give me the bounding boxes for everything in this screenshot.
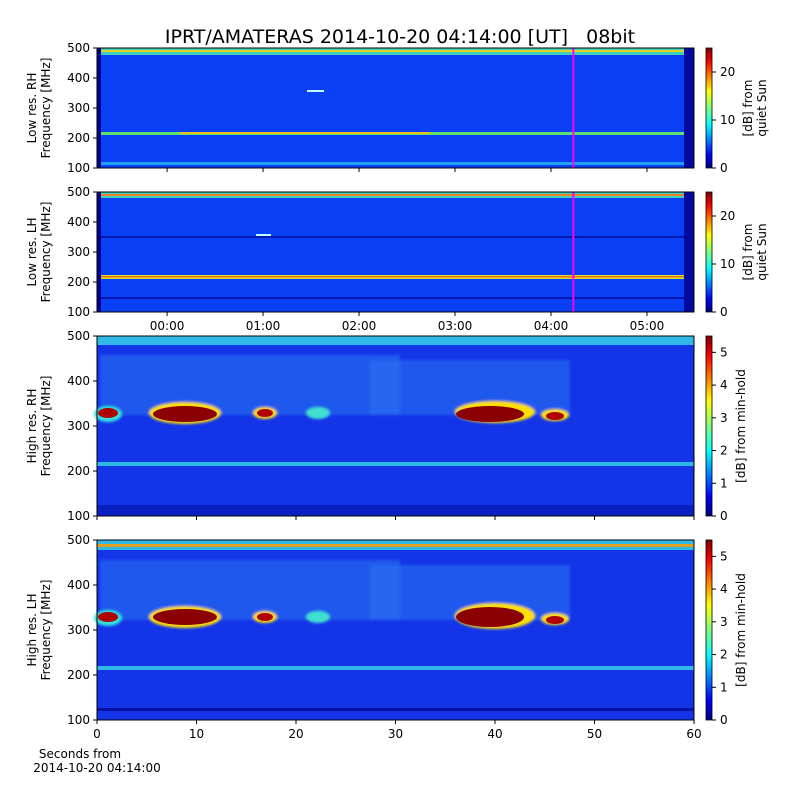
x-tick-label: 01:00 <box>246 319 281 333</box>
colorbar <box>705 335 713 517</box>
colorbar-tick-label: 0 <box>720 713 728 727</box>
colorbar-label: [dB] from min-hold <box>734 369 748 483</box>
colorbar-tick-label: 1 <box>720 476 728 490</box>
colorbar-tick-label: 3 <box>720 615 728 629</box>
x-tick-label: 40 <box>487 727 502 741</box>
y-axis-label: Low res. LH <box>25 217 39 286</box>
colorbar <box>705 539 713 721</box>
colorbar-tick-label: 4 <box>720 582 728 596</box>
colorbar-tick-label: 3 <box>720 411 728 425</box>
figure-title: IPRT/AMATERAS 2014-10-20 04:14:00 [UT] 0… <box>165 26 635 48</box>
colorbar-tick-label: 20 <box>720 209 735 223</box>
colorbar-label: [dB] from <box>741 224 755 281</box>
y-tick-label: 400 <box>67 578 90 592</box>
x-tick-label: 04:00 <box>534 319 569 333</box>
y-tick-label: 100 <box>67 305 90 319</box>
x-tick-label: 05:00 <box>630 319 665 333</box>
y-axis-label: Low res. RH <box>25 73 39 144</box>
colorbar-tick-label: 20 <box>720 65 735 79</box>
x-tick-label: 30 <box>388 727 403 741</box>
colorbar-tick-label: 5 <box>720 549 728 563</box>
x-axis-label: Seconds from <box>39 747 121 761</box>
x-tick-label: 20 <box>288 727 303 741</box>
y-tick-label: 100 <box>67 161 90 175</box>
colorbar-tick-label: 4 <box>720 378 728 392</box>
colorbar-tick-label: 10 <box>720 257 735 271</box>
colorbar <box>705 47 713 169</box>
x-tick-label: 60 <box>686 727 701 741</box>
y-tick-label: 100 <box>67 509 90 523</box>
colorbar-tick-label: 0 <box>720 161 728 175</box>
y-tick-label: 100 <box>67 713 90 727</box>
y-tick-label: 500 <box>67 533 90 547</box>
y-tick-label: 500 <box>67 185 90 199</box>
colorbar <box>705 191 713 313</box>
y-tick-label: 200 <box>67 131 90 145</box>
y-tick-label: 500 <box>67 329 90 343</box>
colorbar-label: [dB] from <box>741 80 755 137</box>
x-tick-label: 10 <box>189 727 204 741</box>
x-axis-label: 2014-10-20 04:14:00 <box>33 761 160 775</box>
colorbar-label: quiet Sun <box>755 223 769 280</box>
x-tick-label: 0 <box>93 727 101 741</box>
y-tick-label: 300 <box>67 101 90 115</box>
y-tick-label: 300 <box>67 419 90 433</box>
y-axis-label: Frequency [MHz] <box>39 202 53 303</box>
colorbar-tick-label: 1 <box>720 680 728 694</box>
y-tick-label: 200 <box>67 668 90 682</box>
colorbar-tick-label: 2 <box>720 444 728 458</box>
y-axis-label: Frequency [MHz] <box>39 580 53 681</box>
spectrogram-texture <box>94 48 694 720</box>
colorbar-tick-label: 5 <box>720 345 728 359</box>
y-axis-label: High res. LH <box>25 593 39 666</box>
colorbar-label: [dB] from min-hold <box>734 573 748 687</box>
y-tick-label: 300 <box>67 623 90 637</box>
y-tick-label: 200 <box>67 464 90 478</box>
x-tick-label: 00:00 <box>150 319 185 333</box>
x-tick-label: 50 <box>587 727 602 741</box>
x-tick-label: 03:00 <box>438 319 473 333</box>
y-axis-label: High res. RH <box>25 389 39 464</box>
colorbar-label: quiet Sun <box>755 79 769 136</box>
y-tick-label: 300 <box>67 245 90 259</box>
colorbar-tick-label: 0 <box>720 509 728 523</box>
y-tick-label: 200 <box>67 275 90 289</box>
colorbar-tick-label: 10 <box>720 113 735 127</box>
y-axis-label: Frequency [MHz] <box>39 58 53 159</box>
y-tick-label: 400 <box>67 71 90 85</box>
colorbar-tick-label: 0 <box>720 305 728 319</box>
y-tick-label: 400 <box>67 374 90 388</box>
y-tick-label: 500 <box>67 41 90 55</box>
y-axis-label: Frequency [MHz] <box>39 376 53 477</box>
x-tick-label: 02:00 <box>342 319 377 333</box>
colorbar-tick-label: 2 <box>720 648 728 662</box>
y-tick-label: 400 <box>67 215 90 229</box>
